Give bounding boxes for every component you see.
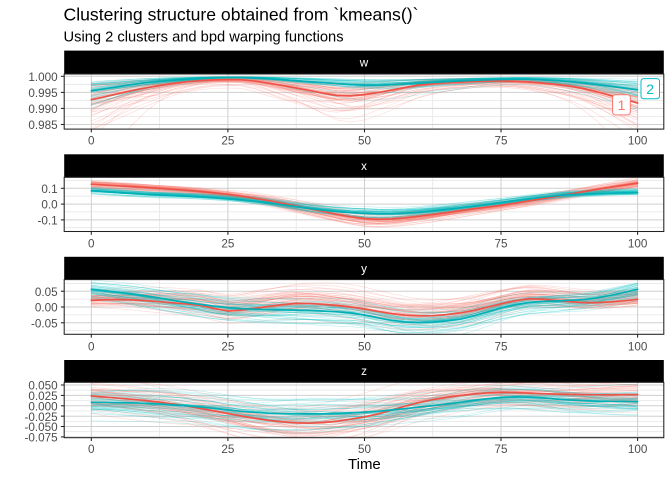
- svg-text:75: 75: [494, 340, 508, 353]
- svg-text:Using 2 clusters and bpd warpi: Using 2 clusters and bpd warping functio…: [64, 30, 344, 46]
- svg-text:0: 0: [88, 443, 95, 456]
- svg-text:z: z: [361, 365, 367, 378]
- svg-text:Time: Time: [348, 456, 381, 473]
- svg-text:25: 25: [221, 340, 235, 353]
- svg-text:0.05: 0.05: [35, 286, 58, 299]
- svg-text:0: 0: [88, 135, 95, 148]
- svg-text:0: 0: [88, 237, 95, 250]
- svg-text:100: 100: [628, 340, 648, 353]
- svg-text:-0.1: -0.1: [37, 215, 57, 228]
- svg-text:25: 25: [221, 443, 235, 456]
- svg-text:Clustering structure obtained: Clustering structure obtained from `kmea…: [64, 5, 419, 25]
- svg-text:25: 25: [221, 237, 235, 250]
- svg-text:-0.05: -0.05: [31, 317, 58, 330]
- svg-text:0.0: 0.0: [41, 199, 58, 212]
- svg-text:0.00: 0.00: [35, 302, 58, 315]
- svg-text:50: 50: [358, 237, 372, 250]
- svg-text:2: 2: [646, 81, 654, 97]
- svg-text:w: w: [359, 56, 369, 69]
- svg-text:1.000: 1.000: [28, 71, 58, 84]
- svg-text:0: 0: [88, 340, 95, 353]
- svg-text:0.025: 0.025: [28, 390, 58, 403]
- svg-text:0.990: 0.990: [28, 103, 58, 116]
- svg-text:0.050: 0.050: [28, 380, 58, 393]
- svg-text:0.985: 0.985: [28, 119, 58, 132]
- svg-text:0.000: 0.000: [28, 400, 58, 413]
- svg-text:-0.050: -0.050: [24, 421, 58, 434]
- svg-text:75: 75: [494, 443, 508, 456]
- svg-text:100: 100: [628, 443, 648, 456]
- svg-text:-0.025: -0.025: [24, 411, 58, 424]
- svg-text:1: 1: [618, 97, 626, 113]
- svg-text:-0.075: -0.075: [24, 432, 58, 445]
- svg-text:50: 50: [358, 135, 372, 148]
- svg-text:x: x: [361, 160, 367, 173]
- svg-text:0.1: 0.1: [41, 183, 57, 196]
- svg-text:y: y: [361, 262, 367, 275]
- svg-text:75: 75: [494, 237, 508, 250]
- svg-text:25: 25: [221, 135, 235, 148]
- svg-text:75: 75: [494, 135, 508, 148]
- svg-text:100: 100: [628, 237, 648, 250]
- svg-text:50: 50: [358, 340, 372, 353]
- svg-text:100: 100: [628, 135, 648, 148]
- svg-text:50: 50: [358, 443, 372, 456]
- svg-text:0.995: 0.995: [28, 87, 58, 100]
